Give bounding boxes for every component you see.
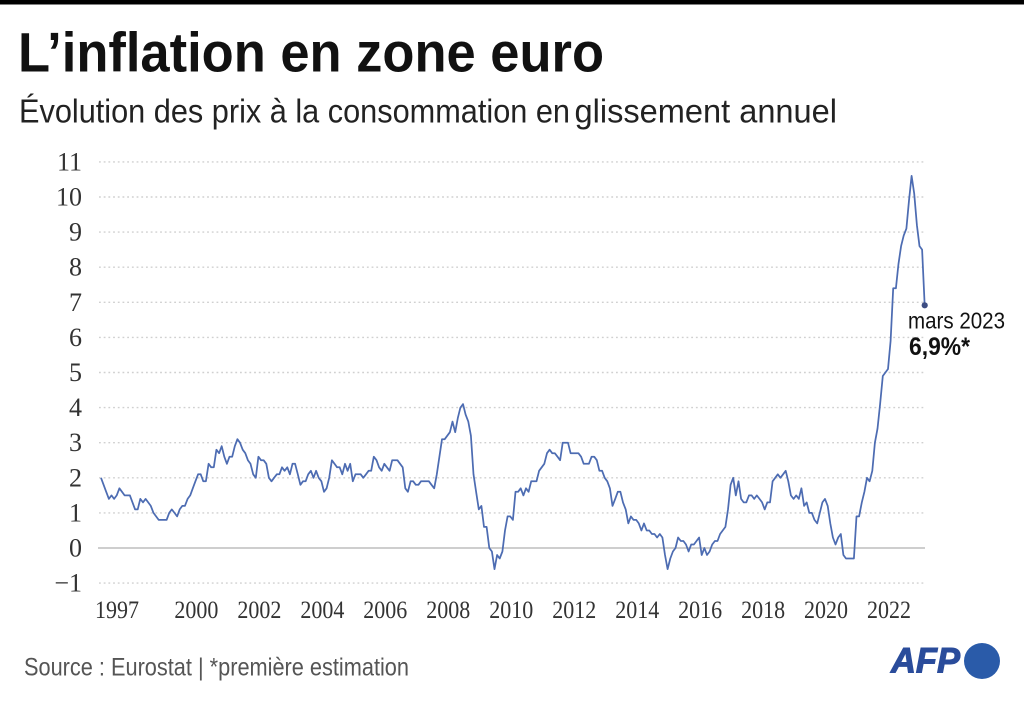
svg-text:10: 10: [56, 183, 82, 212]
svg-text:1997: 1997: [95, 597, 139, 624]
svg-text:2018: 2018: [741, 597, 785, 624]
svg-text:2000: 2000: [174, 597, 218, 624]
svg-text:2014: 2014: [615, 597, 659, 624]
svg-text:2: 2: [69, 463, 82, 492]
svg-text:8: 8: [69, 253, 82, 282]
svg-text:9: 9: [69, 218, 82, 247]
svg-text:3: 3: [69, 428, 82, 457]
svg-text:6: 6: [69, 323, 82, 352]
svg-text:6,9%*: 6,9%*: [909, 333, 970, 361]
svg-text:Évolution des prix à la consom: Évolution des prix à la consommation en g…: [19, 93, 837, 130]
svg-text:2002: 2002: [237, 597, 281, 624]
svg-text:2010: 2010: [489, 597, 533, 624]
svg-text:2004: 2004: [300, 597, 344, 624]
svg-text:7: 7: [69, 288, 82, 317]
svg-text:2008: 2008: [426, 597, 470, 624]
svg-text:−1: −1: [54, 569, 82, 598]
svg-text:Source : Eurostat | *première: Source : Eurostat | *première estimation: [24, 654, 409, 682]
svg-text:5: 5: [69, 358, 82, 387]
svg-text:11: 11: [57, 147, 82, 176]
svg-text:L’inflation en zone euro: L’inflation en zone euro: [18, 21, 604, 84]
svg-text:0: 0: [69, 534, 82, 563]
svg-text:2016: 2016: [678, 597, 722, 624]
svg-text:1: 1: [69, 498, 82, 527]
svg-text:2022: 2022: [867, 597, 911, 624]
svg-text:2006: 2006: [363, 597, 407, 624]
svg-text:2020: 2020: [804, 597, 848, 624]
svg-text:mars 2023: mars 2023: [908, 308, 1005, 334]
svg-text:AFP: AFP: [890, 642, 961, 681]
svg-text:2012: 2012: [552, 597, 596, 624]
svg-text:4: 4: [69, 393, 82, 422]
